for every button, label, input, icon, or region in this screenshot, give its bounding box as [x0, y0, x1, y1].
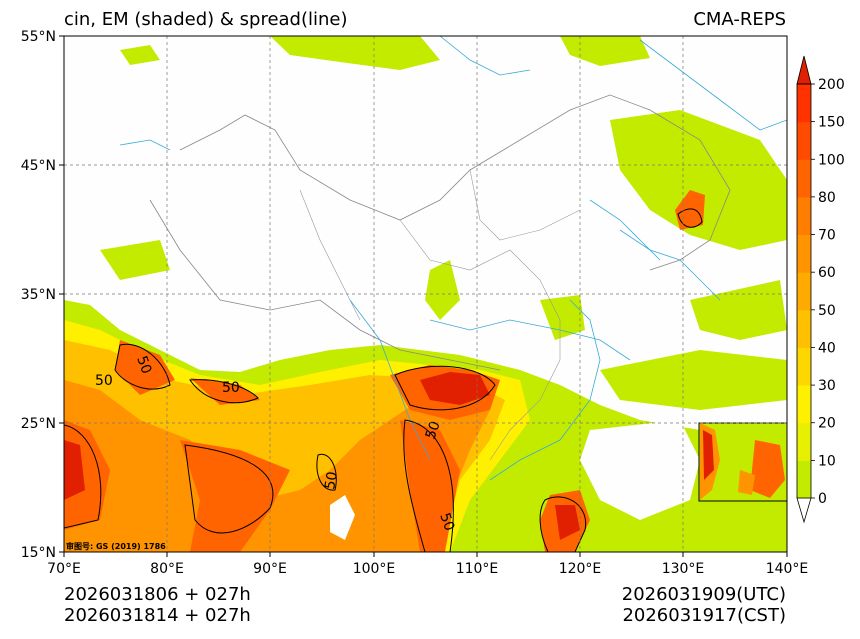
- valid-time-cst: 2026031917(CST): [622, 605, 786, 626]
- colorbar-segment: [797, 121, 811, 160]
- lat-ticks: [59, 35, 64, 553]
- shaded-field: [64, 36, 787, 552]
- lat-label: 15°N: [21, 545, 56, 561]
- lat-label: 45°N: [21, 158, 56, 174]
- lon-label: 70°E: [47, 561, 81, 577]
- contour-label: 50: [423, 419, 444, 441]
- lat-label: 35°N: [21, 287, 56, 303]
- colorbar-label: 40: [818, 340, 836, 356]
- colorbar-segment: [797, 347, 811, 386]
- lon-label: 90°E: [253, 561, 287, 577]
- lon-label: 140°E: [766, 561, 809, 577]
- colorbar-segment: [797, 309, 811, 348]
- colorbar-extend-max: [796, 55, 812, 85]
- contour-label: 50: [322, 470, 341, 490]
- lon-label: 110°E: [456, 561, 499, 577]
- lon-labels: 70°E 80°E 90°E 100°E 110°E 120°E 130°E 1…: [47, 561, 808, 577]
- colorbar-label: 60: [818, 265, 836, 281]
- contour-label: 50: [436, 511, 457, 533]
- lat-label: 25°N: [21, 416, 56, 432]
- colorbar-label: 200: [818, 77, 845, 93]
- lat-label: 55°N: [21, 29, 56, 45]
- inset-map: [698, 422, 788, 502]
- colorbar-segment: [797, 196, 811, 236]
- lon-label: 80°E: [150, 561, 184, 577]
- colorbar-segment: [797, 422, 811, 461]
- colorbar-segment: [797, 159, 811, 198]
- colorbar-label: 0: [818, 491, 827, 507]
- colorbar-label: 20: [818, 416, 836, 432]
- colorbar-segment: [797, 272, 811, 311]
- init-time-utc: 2026031806 + 027h: [64, 584, 251, 605]
- chart-title: cin, EM (shaded) & spread(line): [64, 9, 348, 30]
- lon-label: 100°E: [353, 561, 396, 577]
- contour-label-group: 50 50 50 50 50 50: [95, 354, 457, 533]
- colorbar-segment: [797, 234, 811, 273]
- colorbar-label: 80: [818, 190, 836, 206]
- colorbar-segment: [797, 460, 811, 499]
- colorbar-extend-min: [796, 497, 812, 524]
- colorbar-label: 150: [818, 115, 845, 131]
- spread-contours: [64, 208, 703, 552]
- valid-time-utc: 2026031909(UTC): [621, 584, 786, 605]
- colorbar-outline: [796, 83, 812, 499]
- init-time-cst: 2026031814 + 027h: [64, 605, 251, 626]
- colorbar-label: 10: [818, 453, 836, 469]
- contour-label: 50: [95, 373, 113, 389]
- colorbar-segment: [797, 84, 811, 123]
- contour-label: 50: [222, 380, 240, 396]
- colorbar-label: 70: [818, 228, 836, 244]
- colorbar-segment: [797, 385, 811, 424]
- lat-labels: 55°N 45°N 35°N 25°N 15°N: [21, 29, 56, 561]
- colorbar-label: 50: [818, 303, 836, 319]
- lon-label: 120°E: [559, 561, 602, 577]
- lon-ticks: [63, 552, 788, 557]
- colorbar-label: 30: [818, 378, 836, 394]
- lon-label: 130°E: [662, 561, 705, 577]
- colorbar-label: 100: [818, 152, 845, 168]
- gridlines: [64, 36, 787, 552]
- map-approval-note: 审图号: GS (2019) 1786: [66, 541, 166, 551]
- colorbar: 0 10 20 30 40 50 60 70 80 100 150 200: [796, 55, 845, 524]
- contour-label: 50: [133, 354, 154, 376]
- model-name: CMA-REPS: [693, 9, 786, 30]
